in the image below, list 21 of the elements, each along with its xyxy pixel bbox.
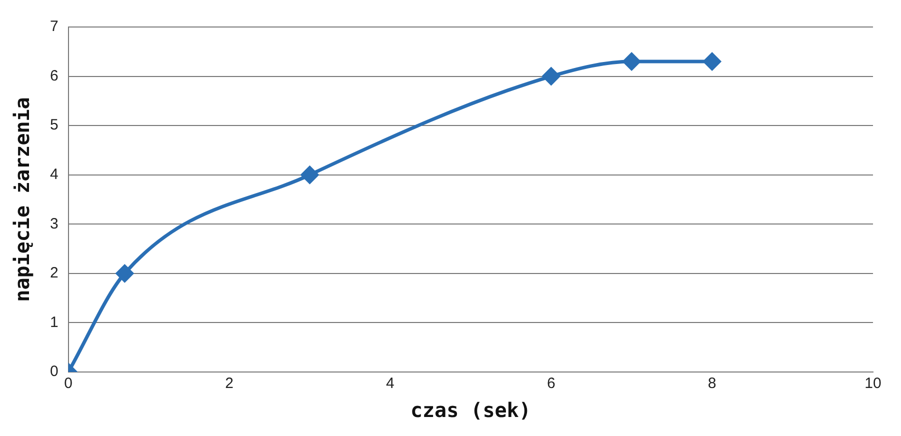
x-axis-title: czas (sek) — [410, 398, 531, 422]
x-tick-label: 10 — [864, 375, 882, 392]
point — [622, 52, 640, 70]
y-tick-label: 4 — [50, 166, 58, 183]
y-tick-label: 5 — [50, 116, 58, 134]
point — [116, 264, 134, 282]
y-tick-label: 1 — [50, 314, 58, 331]
y-tick-label: 2 — [50, 264, 58, 282]
point — [300, 166, 318, 184]
x-tick-label: 0 — [64, 375, 73, 392]
x-tick-label: 2 — [225, 375, 234, 392]
x-tick-label: 4 — [386, 375, 394, 392]
x-tick-label: 6 — [546, 375, 556, 392]
y-tick-label: 6 — [50, 67, 58, 84]
y-tick-label: 0 — [50, 363, 58, 380]
point — [542, 68, 560, 86]
point — [703, 52, 721, 70]
x-tick-label: 8 — [708, 375, 716, 392]
y-axis-title: napięcie żarzenia — [10, 97, 34, 302]
y-tick-label: 7 — [50, 18, 58, 36]
y-tick-label: 3 — [50, 215, 58, 232]
